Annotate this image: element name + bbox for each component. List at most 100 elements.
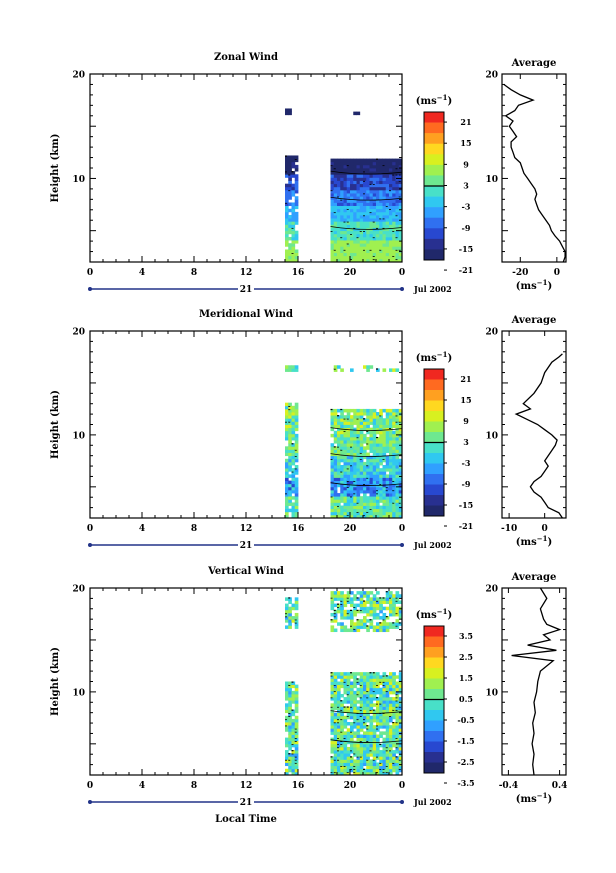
heatmap-cell: [333, 746, 338, 751]
heatmap-cell: [369, 734, 374, 738]
heatmap-cell: [294, 458, 299, 463]
heatmap-cell: [392, 493, 396, 497]
heatmap-cell: [398, 164, 403, 169]
heatmap-cell: [395, 221, 400, 225]
contour-speck: [288, 715, 291, 717]
heatmap-cell: [346, 502, 351, 506]
colorbar-label: -1.5: [457, 736, 474, 746]
heatmap-cell: [359, 468, 364, 472]
heatmap-cell: [369, 208, 374, 213]
heatmap-cell: [337, 715, 341, 720]
heatmap-cell: [340, 737, 344, 742]
contour-speck: [350, 706, 352, 708]
heatmap-cell: [359, 496, 364, 500]
heatmap-cell: [379, 514, 383, 519]
heatmap-cell: [353, 597, 357, 601]
heatmap-cell: [363, 205, 367, 210]
heatmap-cell: [392, 603, 396, 608]
heatmap-cell: [392, 436, 396, 441]
heatmap-cell: [359, 158, 364, 163]
heatmap-cell: [379, 693, 383, 698]
heatmap-cell: [356, 240, 361, 244]
heatmap-cell: [382, 700, 387, 704]
heatmap-cell: [291, 368, 296, 372]
heatmap-cell: [389, 255, 393, 260]
heatmap-cell: [346, 480, 351, 485]
heatmap-cell: [353, 461, 357, 466]
heatmap-cell: [395, 433, 400, 438]
heatmap-cell: [340, 430, 344, 435]
heatmap-cell: [395, 690, 400, 695]
heatmap-cell: [379, 706, 383, 710]
average-profile-line: [503, 83, 566, 263]
heatmap-cell: [350, 161, 354, 166]
heatmap-cell: [369, 183, 374, 188]
heatmap-cell: [294, 452, 299, 457]
colorbar-label: -9: [462, 479, 471, 489]
heatmap-cell: [389, 768, 393, 773]
heatmap-cell: [285, 486, 289, 491]
heatmap-cell: [379, 164, 383, 169]
heatmap-cell: [288, 255, 292, 260]
heatmap-cell: [395, 622, 400, 626]
colorbar-unit-exp: −1: [437, 607, 448, 616]
heatmap-cell: [389, 502, 393, 506]
contour-speck: [350, 465, 352, 467]
heatmap-cell: [291, 514, 296, 519]
heatmap-cell: [385, 731, 390, 735]
heatmap-cell: [294, 446, 299, 450]
heatmap-cell: [369, 477, 374, 481]
heatmap-cell: [395, 168, 400, 172]
heatmap-cell: [343, 746, 348, 751]
heatmap-cell: [337, 746, 341, 751]
heatmap-cell: [340, 258, 344, 263]
heatmap-cell: [346, 750, 351, 754]
heatmap-cell: [363, 480, 367, 485]
heatmap-cell: [395, 681, 400, 686]
heatmap-cell: [392, 240, 396, 244]
heatmap-cell: [359, 511, 364, 516]
heatmap-cell: [294, 180, 299, 185]
heatmap-cells: [285, 108, 403, 263]
heatmap-cell: [346, 728, 351, 732]
heatmap-cell: [337, 230, 341, 235]
heatmap-cell: [346, 230, 351, 235]
contour-speck: [353, 753, 356, 755]
heatmap-cell: [330, 703, 335, 707]
contour-speck: [330, 164, 333, 167]
contour-speck: [366, 465, 369, 467]
heatmap-cell: [389, 408, 393, 413]
heatmap-cell: [382, 511, 387, 516]
heatmap-cell: [369, 458, 374, 463]
heatmap-cell: [337, 246, 341, 250]
heatmap-cell: [333, 418, 338, 422]
heatmap-cell: [333, 246, 338, 250]
colorbar-swatch: [424, 400, 444, 412]
heatmap-cell: [376, 455, 380, 460]
heatmap-cell: [333, 255, 338, 260]
heatmap-cell: [353, 196, 357, 200]
heatmap-cell: [392, 675, 396, 679]
contour-speck: [346, 715, 349, 717]
contour-speck: [330, 675, 333, 677]
heatmap-cell: [398, 753, 403, 757]
heatmap-cell: [285, 164, 289, 169]
heatmap-cell: [376, 750, 380, 754]
heatmap-cell: [376, 591, 380, 595]
heatmap-cell: [350, 193, 354, 197]
heatmap-cell: [333, 722, 338, 726]
heatmap-cell: [363, 365, 367, 369]
y-tick-label: 20: [72, 585, 85, 595]
heatmap-cell: [395, 430, 400, 435]
heatmap-cell: [366, 174, 370, 178]
heatmap-cell: [285, 697, 289, 701]
heatmap-cell: [337, 499, 341, 503]
heatmap-cell: [340, 740, 344, 745]
heatmap-cell: [359, 722, 364, 726]
heatmap-cell: [356, 446, 361, 450]
heatmap-cell: [376, 477, 380, 481]
colorbar-label: 9: [463, 416, 469, 426]
colorbar-swatch: [424, 379, 444, 391]
heatmap-cell: [395, 486, 400, 491]
heatmap-cell: [359, 436, 364, 441]
